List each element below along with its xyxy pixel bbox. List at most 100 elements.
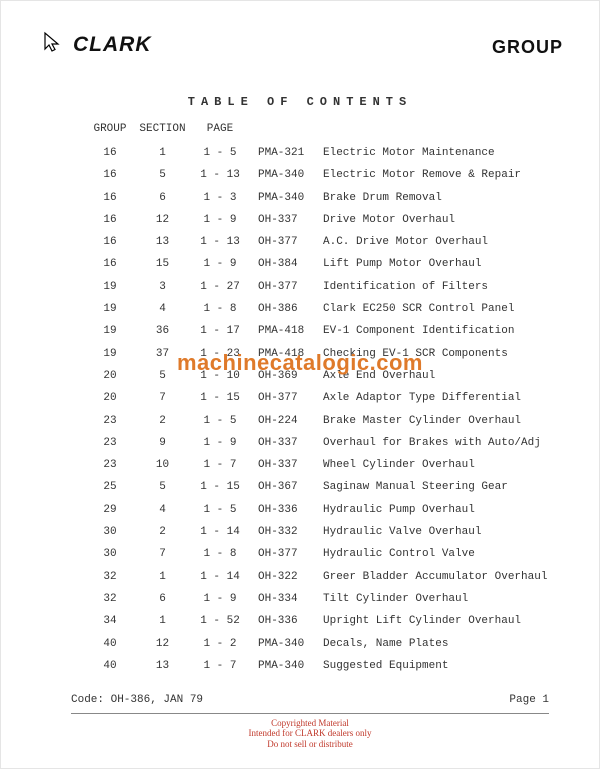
cell-group: 30 [85, 521, 135, 543]
cell-desc: Clark EC250 SCR Control Panel [315, 298, 535, 320]
table-row: 40121 - 2PMA-340Decals, Name Plates [85, 633, 549, 655]
cell-desc: Hydraulic Control Valve [315, 543, 535, 565]
cell-desc: Saginaw Manual Steering Gear [315, 476, 535, 498]
table-row: 3261 - 9OH-334Tilt Cylinder Overhaul [85, 588, 549, 610]
table-row: 1941 - 8OH-386Clark EC250 SCR Control Pa… [85, 298, 549, 320]
cell-page: 1 - 10 [190, 365, 250, 387]
cell-group: 34 [85, 610, 135, 632]
table-row: 40131 - 7PMA-340Suggested Equipment [85, 655, 549, 677]
cell-group: 16 [85, 231, 135, 253]
cell-section: 6 [135, 588, 190, 610]
table-row: 19371 - 23PMA-418Checking EV-1 SCR Compo… [85, 343, 549, 365]
cell-section: 4 [135, 298, 190, 320]
cell-desc: Axle End Overhaul [315, 365, 535, 387]
cell-page: 1 - 13 [190, 231, 250, 253]
col-header-group: GROUP [85, 123, 135, 135]
cell-section: 5 [135, 164, 190, 186]
cell-page: 1 - 8 [190, 543, 250, 565]
cell-section: 7 [135, 543, 190, 565]
cell-code: PMA-340 [250, 655, 315, 677]
brand-logo: CLARK [73, 33, 152, 57]
cell-desc: A.C. Drive Motor Overhaul [315, 231, 535, 253]
cell-group: 23 [85, 454, 135, 476]
cell-group: 40 [85, 655, 135, 677]
cell-code: OH-377 [250, 543, 315, 565]
table-row: 16121 - 9OH-337Drive Motor Overhaul [85, 209, 549, 231]
cell-code: OH-377 [250, 231, 315, 253]
table-row: 23101 - 7OH-337Wheel Cylinder Overhaul [85, 454, 549, 476]
cell-section: 12 [135, 209, 190, 231]
cell-code: OH-367 [250, 476, 315, 498]
cell-section: 4 [135, 499, 190, 521]
cell-code: OH-336 [250, 610, 315, 632]
cell-desc: Greer Bladder Accumulator Overhaul [315, 566, 535, 588]
table-row: 2321 - 5OH-224Brake Master Cylinder Over… [85, 410, 549, 432]
cell-group: 16 [85, 142, 135, 164]
cell-page: 1 - 14 [190, 521, 250, 543]
cell-group: 32 [85, 588, 135, 610]
toc-rows: 1611 - 5PMA-321Electric Motor Maintenanc… [85, 142, 549, 677]
cell-page: 1 - 5 [190, 142, 250, 164]
table-row: 3211 - 14OH-322Greer Bladder Accumulator… [85, 566, 549, 588]
cell-code: PMA-418 [250, 343, 315, 365]
cell-desc: Electric Motor Maintenance [315, 142, 535, 164]
cell-code: OH-337 [250, 432, 315, 454]
footer: Code: OH-386, JAN 79 Page 1 Copyrighted … [71, 713, 549, 718]
cell-group: 20 [85, 365, 135, 387]
cell-code: OH-224 [250, 410, 315, 432]
cell-group: 30 [85, 543, 135, 565]
cell-code: OH-369 [250, 365, 315, 387]
cell-section: 9 [135, 432, 190, 454]
footer-page: Page 1 [509, 694, 549, 706]
cell-section: 1 [135, 566, 190, 588]
cell-code: PMA-340 [250, 633, 315, 655]
cell-section: 13 [135, 655, 190, 677]
cell-code: PMA-418 [250, 320, 315, 342]
cell-page: 1 - 15 [190, 476, 250, 498]
table-row: 2391 - 9OH-337Overhaul for Brakes with A… [85, 432, 549, 454]
cell-group: 40 [85, 633, 135, 655]
cell-group: 23 [85, 410, 135, 432]
cell-code: OH-332 [250, 521, 315, 543]
cell-page: 1 - 9 [190, 209, 250, 231]
column-headers: GROUPSECTIONPAGE [85, 123, 549, 135]
cell-desc: Brake Master Cylinder Overhaul [315, 410, 535, 432]
toc-title: TABLE OF CONTENTS [1, 95, 599, 109]
cell-desc: EV-1 Component Identification [315, 320, 535, 342]
cell-section: 7 [135, 387, 190, 409]
table-row: 1611 - 5PMA-321Electric Motor Maintenanc… [85, 142, 549, 164]
cell-page: 1 - 3 [190, 187, 250, 209]
col-header-section: SECTION [135, 123, 190, 135]
cell-section: 2 [135, 410, 190, 432]
cell-group: 16 [85, 164, 135, 186]
copyright-line-2: Intended for CLARK dealers only [71, 728, 549, 738]
table-row: 16151 - 9OH-384Lift Pump Motor Overhaul [85, 253, 549, 275]
cell-group: 19 [85, 298, 135, 320]
copyright-line-1: Copyrighted Material [71, 718, 549, 728]
cell-code: OH-377 [250, 276, 315, 298]
cell-section: 1 [135, 142, 190, 164]
cell-section: 12 [135, 633, 190, 655]
cell-page: 1 - 14 [190, 566, 250, 588]
table-row: 2551 - 15OH-367Saginaw Manual Steering G… [85, 476, 549, 498]
cell-desc: Electric Motor Remove & Repair [315, 164, 535, 186]
cell-group: 23 [85, 432, 135, 454]
cell-page: 1 - 2 [190, 633, 250, 655]
cell-desc: Wheel Cylinder Overhaul [315, 454, 535, 476]
cell-section: 5 [135, 365, 190, 387]
cell-page: 1 - 23 [190, 343, 250, 365]
cell-page: 1 - 7 [190, 454, 250, 476]
table-row: 2071 - 15OH-377Axle Adaptor Type Differe… [85, 387, 549, 409]
cell-section: 15 [135, 253, 190, 275]
col-header-page: PAGE [190, 123, 250, 135]
cell-code: PMA-340 [250, 164, 315, 186]
cell-desc: Suggested Equipment [315, 655, 535, 677]
cursor-icon [43, 31, 67, 55]
cell-page: 1 - 7 [190, 655, 250, 677]
cell-section: 2 [135, 521, 190, 543]
table-row: 3021 - 14OH-332Hydraulic Valve Overhaul [85, 521, 549, 543]
cell-desc: Checking EV-1 SCR Components [315, 343, 535, 365]
table-row: 19361 - 17PMA-418EV-1 Component Identifi… [85, 320, 549, 342]
cell-code: OH-386 [250, 298, 315, 320]
cell-page: 1 - 9 [190, 432, 250, 454]
